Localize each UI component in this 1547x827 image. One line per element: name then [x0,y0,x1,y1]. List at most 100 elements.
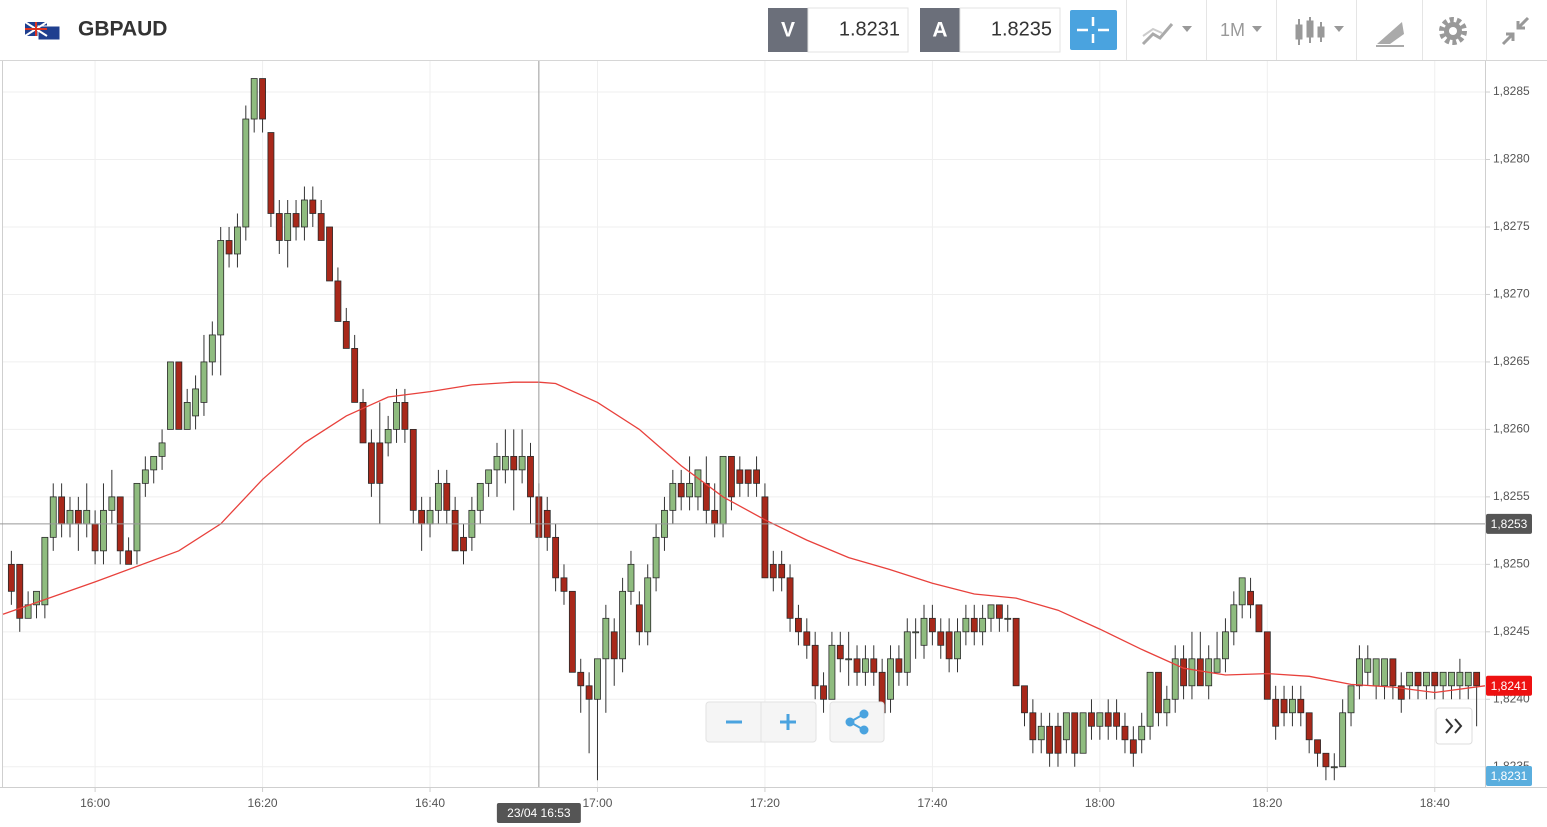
candle-body [83,509,91,525]
candle-body [1062,712,1070,741]
candle-body [217,240,225,336]
moving-average-line [2,381,1486,694]
y-tick-label: 1,8250 [1493,557,1530,571]
candle-body [1297,698,1305,714]
candle-body [460,536,467,552]
candle-body [1121,725,1129,741]
candle-body [820,685,827,700]
candle-body [928,617,936,633]
candle-body [912,631,920,634]
y-tick-label: 1,8255 [1493,489,1530,503]
chart-type-button[interactable] [1141,23,1192,46]
candle-body [125,550,133,565]
y-tick-label: 1,8270 [1493,287,1530,301]
candle-body [66,509,74,525]
candle-body [309,199,317,214]
candle-body [1004,617,1012,620]
candle-body [367,442,375,484]
x-tick-label: 18:00 [1085,796,1115,810]
candle-body [518,455,526,471]
bid-price-label: 1,8231 [1491,769,1528,783]
candle-body [242,118,250,228]
buy-button[interactable] [920,8,960,52]
candle-body [795,617,802,633]
settings-button[interactable] [1439,17,1467,45]
candle-body [1431,671,1439,687]
last-price-box [1486,675,1532,696]
candle-body [1314,739,1321,754]
candle-body [141,469,149,484]
candle-body [393,402,400,430]
candle-body [594,658,601,700]
buy-price-box[interactable] [959,7,1061,53]
candle-body [602,617,610,660]
last-price-label: 1,8241 [1491,679,1528,693]
candle-type-button[interactable] [1295,17,1344,45]
candle-body [1129,739,1137,754]
collapse-button[interactable] [1501,16,1530,46]
candle-body [1414,671,1422,687]
candle-body [501,455,509,471]
candle-body [1372,658,1380,687]
candle-body [1104,712,1112,727]
candle-body [962,617,970,633]
candle-body [1347,685,1355,714]
candle-body [1255,604,1263,633]
candle-body [234,226,241,255]
share-button[interactable] [829,701,885,743]
candle-body [577,671,585,687]
y-tick-label: 1,8285 [1493,84,1530,98]
candle-body [250,78,258,120]
candle-body [1071,712,1079,754]
candle-body [728,455,735,498]
scroll-right-icon [1445,718,1463,734]
candle-body [870,658,878,673]
candle-body [1448,671,1455,687]
x-tick-label: 17:40 [917,796,947,810]
sell-price-box[interactable] [807,7,909,53]
candle-body [903,631,911,673]
candle-body [326,226,333,282]
candle-body [786,577,794,619]
candle-body [627,563,635,592]
candle-body [1088,712,1095,727]
candle-body [225,240,233,255]
candle-body [16,563,24,619]
candle-body [401,402,409,430]
candle-body [1439,671,1447,687]
candle-body [736,469,744,484]
candle-body [1280,698,1288,714]
crosshair-button[interactable] [1070,10,1117,50]
sell-button[interactable] [768,8,808,52]
candle-body [585,685,593,700]
candle-body [1113,712,1121,727]
crosshair-icon [1077,17,1109,43]
candle-body [1155,671,1162,714]
draw-button[interactable] [1376,22,1404,47]
candle-body [292,213,300,228]
y-tick-label: 1,8265 [1493,354,1530,368]
candle-body [74,509,82,525]
scroll-right-button[interactable] [1435,707,1473,745]
candle-body [426,509,434,525]
candle-body [91,523,99,552]
timeframe[interactable]: 1M [1220,20,1245,40]
candle-body [1305,712,1313,741]
candle-body [1046,725,1054,754]
candle-body [987,604,995,619]
sell-price: 1.8231 [839,18,900,40]
candle-body [1464,671,1472,687]
candle-body [200,361,208,403]
candle-body [568,590,576,673]
sell-label: V [781,19,795,42]
zoom-in-button[interactable] [780,714,796,730]
candle-body [451,509,459,552]
candle-body [686,482,693,498]
candle-body [175,361,183,430]
candle-body [1247,590,1254,606]
y-tick-label: 1,8245 [1493,624,1530,638]
candle-body [1355,658,1363,687]
candle-body [208,334,216,363]
crosshair-price-label: 1,8253 [1491,517,1528,531]
candle-body [359,402,367,444]
